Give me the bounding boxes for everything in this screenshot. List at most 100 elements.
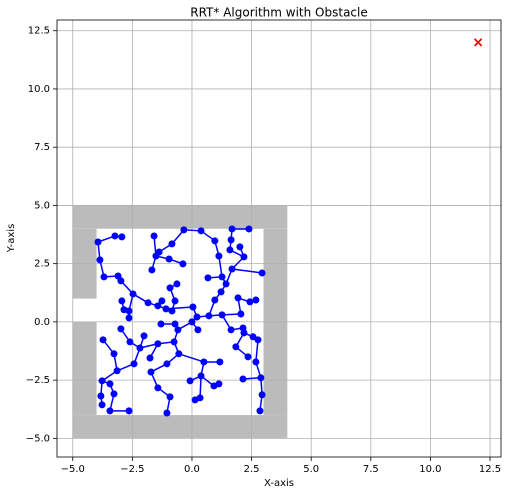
- tree-node: [99, 336, 107, 344]
- x-tick-label: 7.5: [363, 464, 379, 475]
- obstacle: [72, 415, 288, 439]
- y-tick-label: 2.5: [34, 259, 50, 270]
- tree-node: [154, 384, 162, 392]
- tree-node: [252, 358, 260, 366]
- tree-node: [171, 320, 179, 328]
- tree-node: [197, 227, 205, 235]
- tree-node: [252, 296, 260, 304]
- tree-node: [126, 338, 134, 346]
- x-tick-label: 10.0: [419, 464, 441, 475]
- tree-node: [171, 297, 179, 305]
- tree-node: [125, 314, 133, 322]
- tree-node: [239, 375, 247, 383]
- tree-node: [194, 326, 202, 334]
- tree-node: [180, 226, 188, 234]
- chart-title: RRT* Algorithm with Obstacle: [190, 6, 368, 20]
- tree-node: [228, 265, 236, 273]
- tree-node: [111, 232, 119, 240]
- x-tick-label: 2.5: [244, 464, 260, 475]
- tree-node: [232, 343, 240, 351]
- tree-node: [165, 255, 173, 263]
- tree-edge: [218, 255, 223, 278]
- tree-node: [240, 253, 248, 261]
- tree-node: [168, 240, 176, 248]
- tree-node: [98, 401, 106, 409]
- tree-node: [106, 380, 114, 388]
- tree-node: [258, 269, 266, 277]
- tree-node: [186, 377, 194, 385]
- tree-node: [97, 392, 105, 400]
- tree-edge: [199, 375, 202, 398]
- tree-node: [155, 248, 163, 256]
- y-tick-label: 0.0: [34, 317, 50, 328]
- tree-node: [146, 354, 154, 362]
- x-axis-label: X-axis: [264, 478, 294, 489]
- tree-node: [106, 407, 114, 415]
- tree-edge: [178, 353, 205, 363]
- tree-node: [118, 233, 126, 241]
- tree-node: [117, 277, 125, 285]
- tree-node: [216, 358, 224, 366]
- tree-node: [163, 409, 171, 417]
- y-tick-label: −2.5: [26, 375, 50, 386]
- tree-node: [168, 307, 176, 315]
- tree-node: [222, 280, 230, 288]
- plot-frame: [56, 19, 502, 458]
- tree-node: [94, 238, 102, 246]
- tree-node: [211, 296, 219, 304]
- tree-node: [157, 320, 165, 328]
- tree-node: [110, 350, 118, 358]
- tree-node: [218, 311, 226, 319]
- tree-node: [166, 284, 174, 292]
- tree-node: [204, 274, 212, 282]
- tree-node: [227, 326, 235, 334]
- tree-node: [246, 298, 254, 306]
- tree-node: [211, 237, 219, 245]
- tree-node: [254, 336, 262, 344]
- tree-node: [147, 368, 155, 376]
- tree-node: [117, 325, 125, 333]
- y-tick-label: 5.0: [34, 200, 50, 211]
- tree-node: [100, 273, 108, 281]
- tree-node: [189, 303, 197, 311]
- tree-node: [234, 294, 242, 302]
- tree-node: [245, 225, 253, 233]
- x-tick-label: −2.5: [120, 464, 144, 475]
- goal-marker: [473, 38, 483, 47]
- tree-node: [173, 280, 181, 288]
- tree-node: [96, 256, 104, 264]
- obstacle: [72, 321, 97, 416]
- tree-node: [200, 358, 208, 366]
- tree-node: [148, 266, 156, 274]
- tree-node: [154, 302, 162, 310]
- tree-node: [215, 252, 223, 260]
- tree-node: [240, 329, 248, 337]
- tree-node: [197, 372, 205, 380]
- tree-node: [227, 236, 235, 244]
- x-tick-label: −5.0: [61, 464, 85, 475]
- obstacle: [72, 205, 288, 229]
- y-tick-label: −5.0: [26, 433, 50, 444]
- tree-node: [236, 243, 244, 251]
- tree-node: [150, 232, 158, 240]
- tree-node: [226, 246, 234, 254]
- tree-node: [174, 326, 182, 334]
- tree-node: [144, 299, 152, 307]
- tree-node: [162, 305, 170, 313]
- tree-node: [228, 225, 236, 233]
- tree-node: [166, 393, 174, 401]
- tree-node: [218, 273, 226, 281]
- tree-node: [130, 360, 138, 368]
- tree-node: [175, 350, 183, 358]
- tree-edge: [231, 268, 263, 274]
- tree-node: [205, 312, 213, 320]
- x-tick-label: 0.0: [184, 464, 200, 475]
- y-tick-label: 12.5: [28, 26, 50, 37]
- tree-node: [140, 332, 148, 340]
- tree-node: [196, 394, 204, 402]
- tree-node: [163, 360, 171, 368]
- tree-node: [244, 353, 252, 361]
- x-tick-label: 5.0: [303, 464, 319, 475]
- tree-node: [158, 297, 166, 305]
